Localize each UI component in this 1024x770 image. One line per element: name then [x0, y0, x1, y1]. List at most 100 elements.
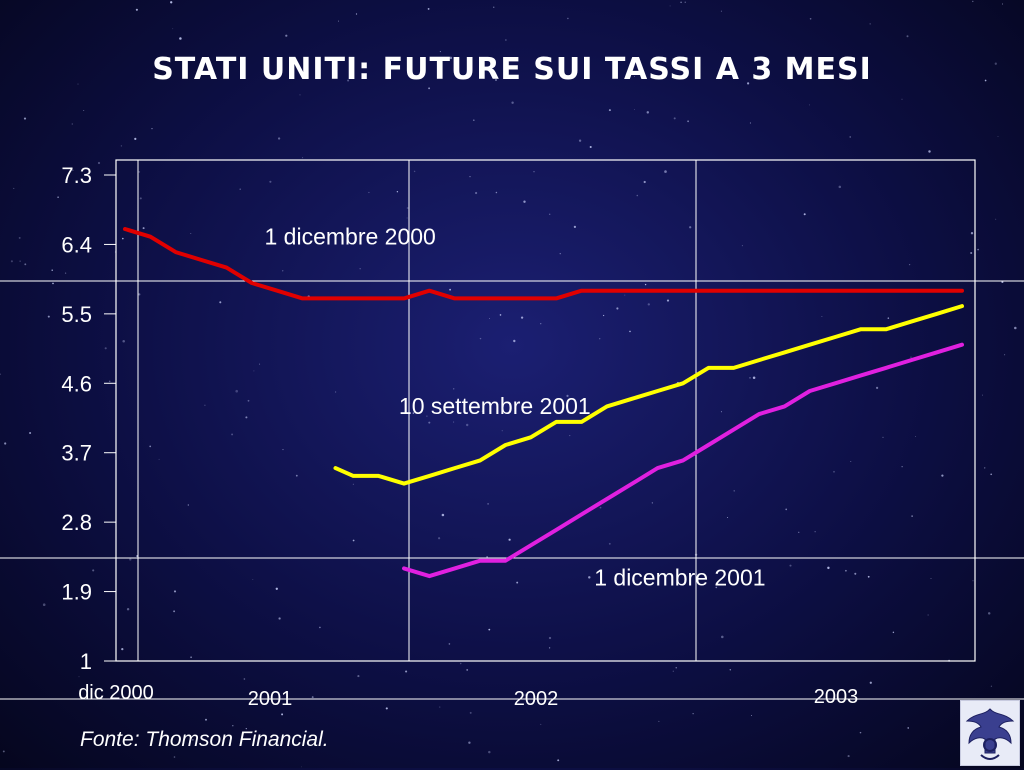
- star: [633, 109, 635, 110]
- star: [388, 68, 391, 71]
- star: [311, 696, 314, 699]
- star: [347, 79, 350, 82]
- star: [513, 339, 516, 343]
- star: [108, 380, 111, 383]
- star: [867, 575, 870, 578]
- star: [995, 218, 997, 220]
- star: [385, 707, 388, 710]
- star: [357, 675, 360, 678]
- star: [524, 693, 528, 697]
- star: [721, 635, 724, 639]
- star: [13, 187, 15, 189]
- star: [827, 566, 830, 570]
- star: [567, 17, 569, 20]
- star: [573, 225, 577, 229]
- star: [616, 307, 619, 310]
- star: [927, 614, 929, 616]
- star: [977, 248, 979, 251]
- star: [219, 301, 222, 304]
- star: [352, 539, 355, 542]
- star: [789, 564, 792, 567]
- star: [647, 303, 650, 306]
- star: [493, 6, 495, 8]
- star: [406, 207, 409, 209]
- star: [838, 185, 842, 189]
- star: [275, 587, 278, 590]
- y-tick-label: 2.8: [61, 510, 92, 535]
- star: [892, 631, 895, 634]
- star: [355, 13, 358, 15]
- star: [282, 270, 284, 272]
- star: [453, 421, 455, 423]
- star: [428, 87, 431, 90]
- y-tick-label: 1.9: [61, 580, 92, 605]
- star: [859, 731, 862, 734]
- star: [439, 706, 441, 708]
- star: [439, 51, 441, 53]
- star: [285, 34, 288, 37]
- star: [901, 466, 903, 468]
- star: [83, 109, 85, 112]
- star: [4, 442, 7, 445]
- star: [278, 617, 281, 620]
- star: [449, 56, 453, 60]
- star: [684, 1, 686, 3]
- star: [1002, 3, 1003, 5]
- star: [277, 736, 280, 739]
- star: [520, 316, 524, 319]
- star: [438, 537, 441, 540]
- x-tick-label: dic 2000: [78, 682, 154, 704]
- star: [77, 83, 79, 85]
- star: [469, 176, 471, 178]
- confindustria-eagle-logo: [960, 700, 1020, 766]
- star: [747, 82, 750, 85]
- star: [190, 233, 192, 234]
- star: [516, 581, 519, 584]
- star: [569, 435, 571, 437]
- star: [638, 65, 640, 68]
- star: [664, 170, 667, 173]
- star: [984, 467, 986, 469]
- star: [741, 245, 743, 247]
- star: [23, 117, 27, 120]
- star: [869, 681, 872, 684]
- star: [134, 137, 137, 141]
- star: [997, 135, 999, 138]
- star: [413, 170, 416, 173]
- star: [749, 377, 751, 379]
- star: [849, 136, 851, 138]
- star: [295, 474, 298, 477]
- star: [540, 723, 542, 725]
- star: [47, 315, 50, 318]
- star: [850, 460, 852, 462]
- y-tick-label: 6.4: [61, 232, 92, 257]
- star: [727, 517, 729, 518]
- star: [508, 538, 511, 541]
- star: [608, 542, 611, 545]
- star: [158, 458, 160, 460]
- star: [172, 28, 174, 30]
- star: [335, 391, 337, 393]
- star: [970, 232, 974, 235]
- star: [557, 759, 560, 762]
- star: [245, 727, 247, 730]
- star: [64, 272, 67, 274]
- star: [887, 317, 890, 319]
- star: [984, 79, 987, 82]
- star: [687, 120, 689, 123]
- star: [486, 556, 488, 558]
- star: [481, 410, 484, 413]
- star: [412, 412, 415, 414]
- star: [142, 227, 145, 230]
- star: [51, 269, 53, 271]
- star: [666, 299, 670, 302]
- star: [235, 389, 238, 393]
- star: [910, 356, 912, 358]
- star: [814, 531, 816, 533]
- star: [548, 636, 552, 640]
- star: [479, 337, 482, 340]
- star: [911, 515, 913, 517]
- star: [277, 137, 281, 140]
- star: [994, 62, 997, 65]
